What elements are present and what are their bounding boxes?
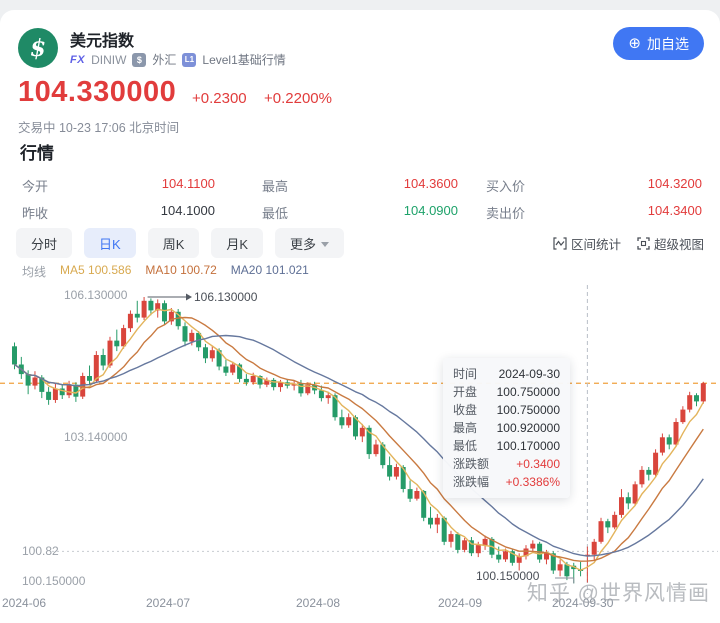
x-tick-jul: 2024-07	[146, 596, 191, 610]
period-tabs: 分时 日K 周K 月K 更多	[16, 228, 345, 258]
x-tick-jun: 2024-06	[2, 596, 47, 610]
dollar-icon: $	[29, 34, 46, 62]
quote-label-low: 最低	[262, 206, 289, 221]
level1-badge-icon: L1	[182, 52, 197, 67]
page-title: 美元指数	[70, 33, 135, 50]
trading-status: 交易中 10-23 17:06 北京时间	[18, 121, 180, 135]
ma20-legend: MA20 101.021	[230, 263, 309, 277]
y-axis-label-ref: 100.82	[22, 544, 59, 558]
quote-card	[0, 10, 720, 623]
quote-label-open: 今开	[22, 179, 49, 194]
price-change-percent: +0.2200%	[264, 90, 332, 107]
forex-badge-icon: $	[132, 52, 147, 67]
quote-value-bid: 104.3200	[647, 176, 702, 191]
low-callout-label: 100.150000	[476, 569, 540, 583]
quote-label-bid: 买入价	[486, 179, 526, 194]
quote-label-high: 最高	[262, 179, 289, 194]
price-change: +0.2300	[192, 90, 247, 107]
super-view-button[interactable]: 超级视图	[637, 234, 704, 253]
instrument-tags: FX DINIW $ 外汇 L1 Level1基础行情	[70, 51, 286, 68]
peak-callout-label: 106.130000	[194, 290, 258, 304]
tooltip-label-open: 开盘	[453, 385, 478, 399]
tooltip-label-change: 涨跌额	[453, 457, 490, 471]
candlestick-chart[interactable]	[0, 280, 720, 623]
tooltip-value-high: 100.920000	[496, 421, 560, 435]
y-axis-label-low: 100.150000	[22, 574, 86, 588]
add-watchlist-button[interactable]: ⊕ 加自选	[613, 27, 704, 60]
super-view-icon	[637, 237, 650, 250]
quote-value-open: 104.1100	[161, 176, 215, 191]
x-tick-sep: 2024-09	[438, 596, 483, 610]
tab-monthly-k[interactable]: 月K	[211, 228, 264, 258]
x-tick-crosshair-date: 2024-09-30	[552, 596, 614, 610]
ohlc-tooltip: 时间 2024-09-30 开盘 100.750000 收盘 100.750000 最…	[443, 358, 570, 498]
ma-legend: 均线 MA5 100.586 MA10 100.72 MA20 101.021	[22, 263, 309, 280]
tab-more[interactable]: 更多	[275, 228, 345, 258]
tab-minute[interactable]: 分时	[16, 228, 73, 258]
ma-legend-title: 均线	[22, 265, 47, 279]
quote-value-prev-close: 104.1000	[160, 203, 215, 218]
chart-tools: 区间统计 超级视图	[553, 234, 704, 253]
ma5-legend: MA5 100.586	[60, 263, 132, 277]
tooltip-value-open: 100.750000	[496, 385, 560, 399]
range-stats-icon	[553, 237, 567, 250]
chart-area: 106.130000 106.130000 103.140000 100.82 …	[0, 280, 720, 623]
tooltip-label-close: 收盘	[453, 403, 478, 417]
forex-tag-label: 外汇	[152, 53, 177, 67]
tooltip-label-high: 最高	[453, 421, 478, 435]
tab-daily-k[interactable]: 日K	[84, 228, 136, 258]
range-stats-button[interactable]: 区间统计	[553, 234, 621, 253]
last-price: 104.330000	[18, 76, 177, 108]
tooltip-value-change: +0.3400	[516, 457, 560, 471]
y-axis-label-mid: 103.140000	[64, 430, 128, 444]
tooltip-value-low: 100.170000	[496, 439, 560, 453]
tooltip-value-change-pct: +0.3386%	[505, 475, 560, 489]
quote-value-high: 104.3600	[403, 176, 458, 191]
quote-value-low: 104.0900	[403, 203, 458, 218]
tooltip-value-time: 2024-09-30	[498, 367, 560, 381]
tooltip-label-low: 最低	[453, 439, 478, 453]
x-tick-aug: 2024-08	[296, 596, 341, 610]
tooltip-label-change-pct: 涨跌幅	[453, 475, 490, 489]
symbol-code: DINIW	[91, 52, 127, 67]
chevron-down-icon	[321, 241, 330, 247]
level1-tag-label: Level1基础行情	[202, 53, 286, 67]
watermark: 知乎 @世界风情画	[526, 582, 710, 605]
instrument-logo: $	[18, 28, 58, 68]
quote-label-ask: 卖出价	[486, 206, 526, 221]
circle-plus-icon: ⊕	[628, 35, 641, 52]
fx-tag: FX	[70, 53, 86, 66]
y-axis-label-high: 106.130000	[64, 288, 128, 302]
quote-label-prev-close: 昨收	[22, 206, 49, 221]
tooltip-label-time: 时间	[453, 367, 478, 381]
quote-value-ask: 104.3400	[647, 203, 702, 218]
add-watchlist-label: 加自选	[647, 35, 689, 52]
tooltip-value-close: 100.750000	[496, 403, 560, 417]
tab-weekly-k[interactable]: 周K	[147, 228, 200, 258]
quotes-section-title: 行情	[20, 144, 54, 163]
ma10-legend: MA10 100.72	[145, 263, 217, 277]
